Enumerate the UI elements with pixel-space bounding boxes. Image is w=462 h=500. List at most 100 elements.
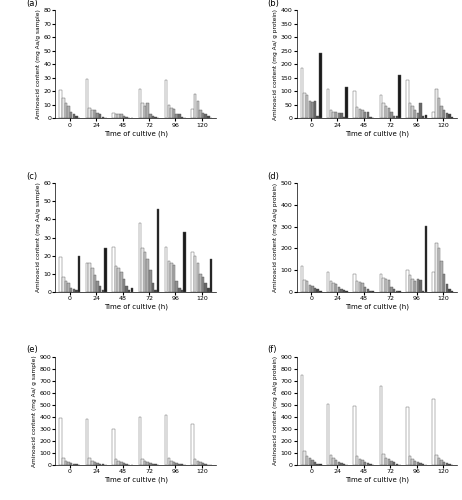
Bar <box>335 460 337 465</box>
Bar <box>191 252 194 292</box>
Bar <box>120 462 122 465</box>
Bar <box>183 232 186 292</box>
Bar <box>112 246 115 292</box>
Bar <box>154 464 157 465</box>
Bar <box>319 464 322 465</box>
Bar <box>173 462 175 465</box>
Bar <box>60 90 62 118</box>
Bar <box>210 259 212 292</box>
Bar <box>181 464 183 465</box>
Bar <box>406 80 408 118</box>
Bar <box>388 108 390 118</box>
Bar <box>176 281 178 291</box>
Bar <box>199 462 201 465</box>
Bar <box>70 463 73 465</box>
Bar <box>104 248 107 292</box>
Bar <box>73 464 75 465</box>
Bar <box>319 290 322 292</box>
Bar <box>146 259 149 292</box>
Bar <box>448 464 451 465</box>
X-axis label: Time of cultive (h): Time of cultive (h) <box>104 304 168 310</box>
Bar <box>70 288 73 292</box>
Bar <box>62 458 65 465</box>
Bar <box>91 110 93 118</box>
X-axis label: Time of cultive (h): Time of cultive (h) <box>345 477 409 484</box>
Bar <box>65 461 67 465</box>
Bar <box>364 112 366 118</box>
Bar <box>332 283 334 292</box>
Y-axis label: Aminoacid content (mg Aa/g sample): Aminoacid content (mg Aa/g sample) <box>36 9 41 119</box>
Bar <box>205 282 207 292</box>
Bar <box>168 261 170 292</box>
Bar <box>102 464 104 465</box>
Text: (e): (e) <box>26 346 38 354</box>
Bar <box>168 458 170 465</box>
Bar <box>393 116 395 118</box>
Bar <box>89 458 91 465</box>
Y-axis label: Aminoacid content (mg Aa/g sample): Aminoacid content (mg Aa/g sample) <box>36 182 41 292</box>
Bar <box>422 116 424 118</box>
Bar <box>385 106 388 118</box>
Bar <box>414 460 416 465</box>
Bar <box>366 112 369 118</box>
Bar <box>422 290 424 292</box>
Bar <box>435 455 438 465</box>
Bar <box>60 258 62 292</box>
Bar <box>306 96 308 118</box>
Text: (f): (f) <box>267 346 277 354</box>
Bar <box>86 263 88 292</box>
X-axis label: Time of cultive (h): Time of cultive (h) <box>345 304 409 310</box>
Bar <box>356 107 359 118</box>
Text: (b): (b) <box>267 0 280 8</box>
Bar <box>141 458 144 465</box>
Bar <box>207 288 210 292</box>
Bar <box>173 109 175 118</box>
Bar <box>361 110 364 118</box>
Bar <box>120 272 122 291</box>
Bar <box>202 277 204 291</box>
Bar <box>170 263 173 292</box>
Bar <box>102 290 104 292</box>
Bar <box>448 290 451 292</box>
Bar <box>144 461 146 465</box>
Bar <box>117 268 120 291</box>
Bar <box>205 114 207 118</box>
Bar <box>438 248 440 292</box>
Bar <box>102 117 104 118</box>
Bar <box>359 282 361 292</box>
Bar <box>75 290 78 292</box>
Bar <box>332 458 334 465</box>
Bar <box>123 279 125 291</box>
Bar <box>417 113 419 118</box>
Bar <box>393 462 395 465</box>
Bar <box>112 113 115 118</box>
Bar <box>196 263 199 292</box>
Bar <box>432 399 435 465</box>
Bar <box>309 458 311 465</box>
Bar <box>165 80 167 118</box>
Bar <box>191 424 194 465</box>
Bar <box>194 256 196 292</box>
Bar <box>149 463 152 465</box>
Bar <box>446 284 448 292</box>
Bar <box>364 462 366 465</box>
Bar <box>306 281 308 291</box>
Bar <box>311 460 314 465</box>
Bar <box>115 266 117 291</box>
Bar <box>178 114 181 118</box>
Bar <box>65 281 67 291</box>
Bar <box>86 420 88 465</box>
Bar <box>301 68 303 118</box>
Bar <box>356 456 359 465</box>
Bar <box>123 463 125 465</box>
Text: (c): (c) <box>26 172 37 181</box>
Bar <box>361 460 364 465</box>
Bar <box>380 96 382 118</box>
Bar <box>125 117 128 118</box>
Bar <box>335 112 337 118</box>
Bar <box>443 462 445 465</box>
Bar <box>176 463 178 465</box>
Bar <box>194 94 196 118</box>
Bar <box>194 458 196 465</box>
Bar <box>353 406 356 465</box>
